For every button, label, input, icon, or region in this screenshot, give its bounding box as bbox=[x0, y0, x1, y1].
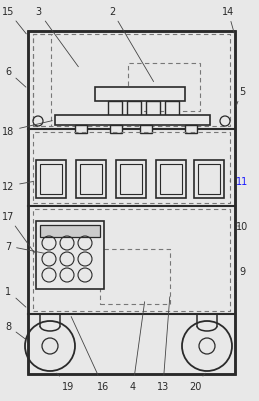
Bar bbox=[33, 35, 230, 127]
Text: 11: 11 bbox=[230, 176, 248, 186]
Bar bbox=[36, 160, 66, 198]
Bar bbox=[40, 164, 62, 194]
Text: 2: 2 bbox=[109, 7, 154, 82]
Text: 10: 10 bbox=[236, 221, 248, 231]
Text: 15: 15 bbox=[2, 7, 26, 35]
Text: 5: 5 bbox=[236, 87, 245, 107]
Bar bbox=[108, 102, 122, 122]
Bar bbox=[128, 64, 200, 112]
Bar bbox=[140, 126, 152, 134]
Text: 3: 3 bbox=[35, 7, 78, 68]
Text: 8: 8 bbox=[5, 321, 26, 340]
Bar bbox=[185, 126, 197, 134]
Bar bbox=[28, 32, 235, 374]
Text: 7: 7 bbox=[5, 241, 45, 254]
Bar bbox=[120, 164, 142, 194]
Text: 12: 12 bbox=[2, 182, 33, 192]
Bar bbox=[76, 160, 106, 198]
Bar bbox=[33, 209, 230, 311]
Text: 16: 16 bbox=[71, 317, 109, 391]
Text: 18: 18 bbox=[2, 122, 52, 137]
Text: 14: 14 bbox=[222, 7, 234, 34]
Bar bbox=[75, 126, 87, 134]
Bar bbox=[40, 225, 100, 237]
Bar bbox=[55, 116, 210, 126]
Bar bbox=[80, 164, 102, 194]
Bar bbox=[33, 35, 51, 127]
Bar bbox=[116, 160, 146, 198]
Text: 20: 20 bbox=[189, 373, 205, 391]
Text: 1: 1 bbox=[5, 286, 26, 308]
Bar bbox=[28, 32, 235, 374]
Text: 9: 9 bbox=[236, 266, 245, 282]
Bar bbox=[127, 102, 141, 122]
Bar bbox=[160, 164, 182, 194]
Bar bbox=[100, 249, 170, 304]
Bar bbox=[165, 102, 179, 122]
Bar bbox=[156, 160, 186, 198]
Bar bbox=[194, 160, 224, 198]
Bar bbox=[95, 88, 185, 102]
Text: 17: 17 bbox=[2, 211, 34, 253]
Bar bbox=[198, 164, 220, 194]
Text: 19: 19 bbox=[57, 373, 74, 391]
Bar bbox=[33, 133, 230, 203]
Text: 6: 6 bbox=[5, 67, 26, 88]
Bar bbox=[146, 102, 160, 122]
Bar bbox=[110, 126, 122, 134]
Text: 13: 13 bbox=[157, 297, 170, 391]
Text: 4: 4 bbox=[130, 302, 145, 391]
Bar bbox=[36, 221, 104, 289]
